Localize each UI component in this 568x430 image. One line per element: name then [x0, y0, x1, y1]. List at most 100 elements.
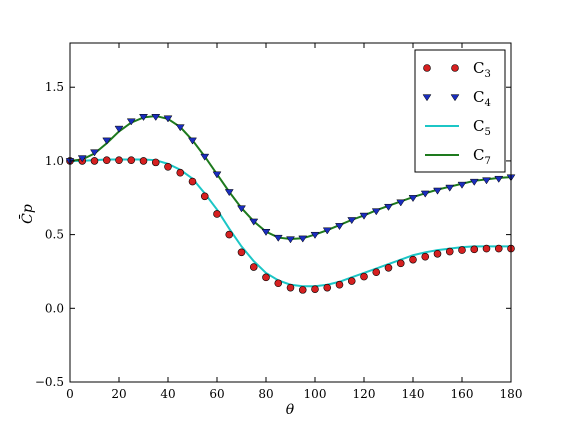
y-tick-label: 1.0 — [45, 154, 64, 168]
series-c3-point — [274, 279, 283, 288]
legend-label-subscript: 4 — [484, 98, 490, 109]
series-c3-point — [115, 156, 123, 164]
series-c3-point — [200, 192, 209, 201]
legend-box — [414, 49, 506, 173]
x-tick-label: 20 — [111, 387, 126, 401]
series-c4-point — [273, 234, 283, 242]
series-c3-point — [286, 283, 295, 292]
series-c4-point — [469, 178, 479, 186]
series-c3-point — [188, 177, 197, 186]
series-c3-point — [470, 245, 479, 254]
series-c3-point — [347, 277, 356, 285]
legend-label-c7: C7 — [473, 146, 491, 167]
legend-marker-c3 — [451, 64, 459, 72]
series-c3-point — [298, 286, 307, 294]
series-c4-point — [102, 137, 112, 145]
series-c3-point — [384, 263, 393, 272]
series-c3-point — [396, 259, 405, 268]
series-c3-point — [494, 244, 503, 253]
series-c4-point — [359, 212, 369, 220]
legend-marker-c4 — [450, 94, 460, 102]
series-c3-point — [311, 285, 319, 293]
series-c4-point — [188, 137, 197, 145]
x-tick-label: 0 — [66, 387, 74, 401]
legend-label-c5: C5 — [473, 117, 491, 138]
series-c3-point — [458, 246, 466, 254]
y-axis-label: C̄p — [18, 204, 36, 224]
series-c3-point — [213, 210, 221, 218]
x-tick-label: 160 — [451, 387, 474, 401]
x-tick-label: 60 — [209, 387, 224, 401]
series-c4-point — [445, 184, 455, 192]
series-c4-point — [347, 217, 357, 225]
series-c3-point — [482, 244, 491, 253]
series-c3-point — [249, 263, 258, 271]
series-c4-point — [261, 229, 271, 236]
series-c3-point — [151, 158, 160, 167]
legend-label-subscript: 5 — [484, 127, 490, 138]
series-c4-point — [457, 181, 467, 189]
series-c4-point — [310, 231, 320, 239]
y-tick-label: −0.5 — [35, 375, 64, 389]
series-c3-point — [164, 163, 172, 171]
series-c4-point — [237, 205, 246, 213]
series-c4-point — [224, 189, 234, 197]
legend-label-subscript: 3 — [484, 69, 490, 80]
series-c3-point — [421, 252, 430, 261]
series-c3-point — [225, 230, 234, 239]
x-tick-label: 120 — [353, 387, 376, 401]
series-c4-point — [396, 199, 406, 207]
series-c3-point — [360, 272, 368, 281]
series-c4-point — [212, 171, 222, 179]
series-c4-point — [335, 223, 344, 231]
legend-marker-c3 — [423, 64, 431, 72]
series-c4-point — [175, 124, 185, 132]
series-c3-point — [433, 249, 442, 258]
legend-label-c3: C3 — [473, 59, 491, 80]
series-c4-point — [286, 236, 295, 244]
series-c4-point — [322, 227, 332, 235]
legend-label-base: C — [473, 59, 484, 77]
series-c4-point — [433, 187, 442, 195]
series-c4-point — [200, 153, 210, 161]
x-tick-label: 80 — [258, 387, 273, 401]
plot-frame — [69, 42, 512, 383]
series-c3-point — [262, 273, 270, 282]
series-c3-point — [176, 168, 185, 177]
legend-label-base: C — [473, 146, 484, 164]
legend-label-base: C — [473, 117, 484, 135]
y-tick-label: 0.0 — [45, 301, 64, 315]
series-c3-point — [237, 248, 246, 257]
series-c3-point — [90, 157, 99, 165]
series-c4-point — [163, 115, 173, 123]
series-c4-point — [420, 190, 430, 198]
series-c4-point — [114, 125, 124, 133]
y-tick-label: 0.5 — [45, 228, 64, 242]
series-c3-point — [139, 157, 148, 165]
series-c4-point — [77, 155, 87, 163]
x-tick-label: 140 — [402, 387, 425, 401]
series-c4-point — [371, 208, 381, 216]
x-axis-label: θ — [286, 402, 295, 418]
series-c4-point — [126, 118, 136, 126]
series-c4-point — [494, 175, 504, 183]
series-c3-point — [323, 283, 332, 292]
legend-marker-c4 — [422, 94, 432, 102]
series-c3-point — [409, 255, 417, 264]
series-c4-point — [139, 114, 148, 121]
y-tick-label: 1.5 — [45, 80, 64, 94]
legend-label-c4: C4 — [473, 88, 491, 109]
legend-label-subscript: 7 — [484, 156, 490, 167]
x-tick-label: 180 — [500, 387, 523, 401]
series-c3-point — [335, 280, 344, 289]
series-c4-point — [482, 177, 491, 185]
series-c3-point — [372, 268, 381, 276]
series-c4-point — [249, 218, 259, 226]
series-c4-point — [384, 203, 393, 211]
series-c3-point — [445, 247, 454, 256]
series-c4-point — [298, 235, 308, 243]
series-c4-point — [90, 149, 99, 157]
x-tick-label: 40 — [160, 387, 175, 401]
